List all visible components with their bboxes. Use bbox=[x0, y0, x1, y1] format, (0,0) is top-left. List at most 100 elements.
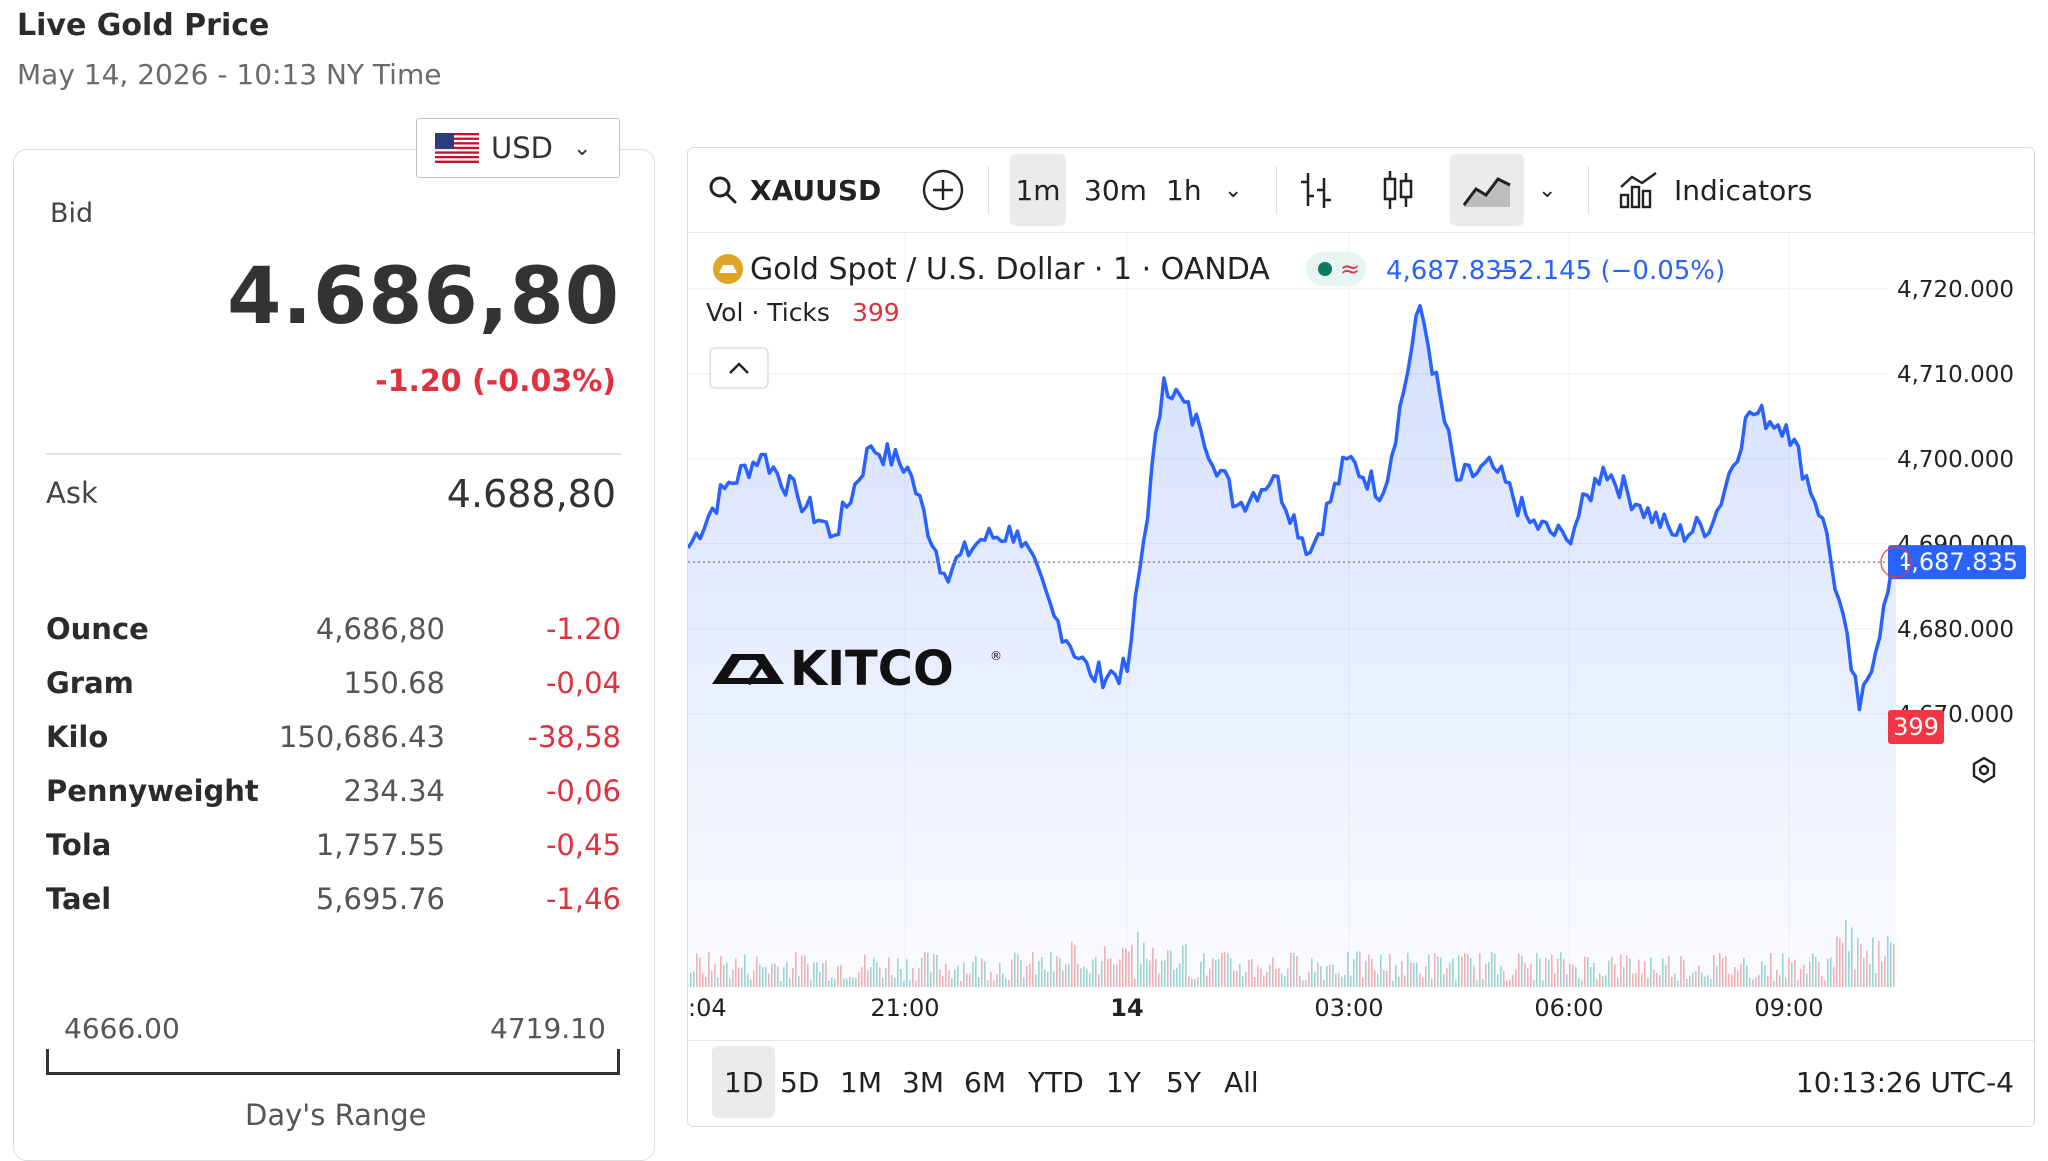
range-1d[interactable]: 1D bbox=[712, 1046, 776, 1118]
area-chart-type-button[interactable] bbox=[1450, 154, 1524, 226]
range-6m[interactable]: 6M bbox=[964, 1065, 1006, 1099]
kitco-logo: KITCO ® bbox=[712, 641, 1002, 697]
instrument-name: Gold Spot / U.S. Dollar · 1 · OANDA bbox=[750, 252, 1270, 287]
time-readout: 10:13:26 UTC-4 bbox=[1795, 1066, 2014, 1099]
chevron-up-icon bbox=[729, 362, 749, 374]
legend-last: 4,687.835 bbox=[1386, 256, 1518, 286]
indicators-icon bbox=[1619, 172, 1657, 209]
bid-label: Bid bbox=[50, 198, 94, 229]
chevron-down-icon: ⌄ bbox=[572, 135, 592, 161]
unit-row: Ounce 4,686,80 -1.20 bbox=[46, 612, 621, 662]
svg-text:®: ® bbox=[990, 649, 1002, 663]
x-tick-label: 06:00 bbox=[1534, 994, 1603, 1022]
price-chart[interactable]: 4,720.0004,710.0004,700.0004,690.0004,68… bbox=[688, 232, 2034, 1038]
interval-dropdown[interactable]: ⌄ bbox=[1224, 148, 1242, 232]
interval-1h[interactable]: 1h bbox=[1166, 173, 1202, 207]
days-range-low: 4666.00 bbox=[64, 1012, 180, 1045]
interval-1m[interactable]: 1m bbox=[1010, 154, 1066, 226]
toolbar-separator bbox=[988, 166, 989, 214]
volume-label: 399 bbox=[1893, 713, 1939, 741]
unit-change: -0,45 bbox=[545, 828, 621, 862]
range-3m[interactable]: 3M bbox=[902, 1065, 944, 1099]
ohlc-bars-icon bbox=[1301, 173, 1331, 208]
symbol-label: XAUUSD bbox=[750, 173, 882, 207]
price-area bbox=[688, 305, 1896, 987]
price-line bbox=[688, 304, 1898, 712]
unit-value: 150.68 bbox=[343, 666, 445, 700]
ask-price: 4.688,80 bbox=[446, 472, 616, 516]
unit-row: Tola 1,757.55 -0,45 bbox=[46, 828, 621, 878]
unit-change: -0,06 bbox=[545, 774, 621, 808]
chart-legend: Gold Spot / U.S. Dollar · 1 · OANDA ≈ 4,… bbox=[706, 252, 1725, 327]
y-tick-label: 4,720.000 bbox=[1897, 277, 2014, 303]
currency-select[interactable]: USD ⌄ bbox=[416, 118, 620, 178]
ask-label: Ask bbox=[46, 476, 98, 510]
unit-name: Ounce bbox=[46, 612, 149, 646]
indicators-button[interactable]: Indicators bbox=[1618, 148, 1812, 232]
axis-settings-button[interactable] bbox=[1972, 756, 1996, 784]
volume-tag: 399 bbox=[1888, 710, 1944, 744]
days-range-label: Day's Range bbox=[245, 1098, 427, 1132]
days-range-bar bbox=[46, 1049, 620, 1075]
area-chart-icon bbox=[1462, 177, 1511, 207]
bid-change: -1.20 (-0.03%) bbox=[375, 364, 616, 399]
indicators-label: Indicators bbox=[1674, 173, 1813, 207]
chevron-down-icon: ⌄ bbox=[1538, 177, 1557, 203]
unit-value: 1,757.55 bbox=[315, 828, 445, 862]
unit-change: -1.20 bbox=[545, 612, 621, 646]
legend-change: −2.145 (−0.05%) bbox=[1496, 256, 1725, 286]
volume-legend-value: 399 bbox=[852, 298, 900, 327]
last-point-marker bbox=[1880, 546, 1912, 578]
page-title: Live Gold Price bbox=[17, 8, 270, 43]
unit-row: Tael 5,695.76 -1,46 bbox=[46, 882, 621, 932]
unit-row: Gram 150.68 -0,04 bbox=[46, 666, 621, 716]
unit-name: Tola bbox=[46, 828, 112, 862]
search-icon bbox=[709, 176, 737, 204]
interval-30m[interactable]: 30m bbox=[1084, 173, 1147, 207]
unit-name: Gram bbox=[46, 666, 134, 700]
x-tick-label: 09:00 bbox=[1754, 994, 1823, 1022]
range-5y[interactable]: 5Y bbox=[1166, 1065, 1201, 1099]
volume-legend-label: Vol · Ticks bbox=[706, 298, 830, 327]
kitco-wordmark: KITCO bbox=[790, 641, 954, 697]
range-bar bbox=[688, 1040, 2034, 1127]
candle-chart-type-button[interactable] bbox=[1380, 148, 1416, 232]
x-tick-label: 21:00 bbox=[870, 994, 939, 1022]
y-tick-label: 4,700.000 bbox=[1897, 447, 2014, 473]
unit-change: -38,58 bbox=[527, 720, 622, 754]
unit-value: 150,686.43 bbox=[278, 720, 445, 754]
toolbar-separator bbox=[1276, 166, 1277, 214]
unit-name: Kilo bbox=[46, 720, 109, 754]
toolbar-separator bbox=[1588, 166, 1589, 214]
last-price-label: 4,687.835 bbox=[1896, 548, 2018, 576]
us-flag-icon bbox=[435, 133, 479, 163]
unit-value: 4,686,80 bbox=[315, 612, 445, 646]
bid-price: 4.686,80 bbox=[227, 252, 620, 342]
approx-icon: ≈ bbox=[1340, 255, 1360, 283]
time-axis[interactable]: :04 21:00 14 03:00 06:00 09:00 bbox=[688, 994, 1824, 1022]
chevron-down-icon: ⌄ bbox=[1224, 177, 1243, 203]
compare-button[interactable] bbox=[922, 148, 964, 232]
range-all[interactable]: All bbox=[1224, 1065, 1259, 1099]
bar-chart-type-button[interactable] bbox=[1298, 148, 1334, 232]
range-ytd[interactable]: YTD bbox=[1028, 1065, 1084, 1099]
y-tick-label: 4,710.000 bbox=[1897, 362, 2014, 388]
chart-type-dropdown[interactable]: ⌄ bbox=[1538, 148, 1556, 232]
price-axis[interactable]: 4,720.0004,710.0004,700.0004,690.0004,68… bbox=[1897, 277, 2014, 728]
unit-row: Pennyweight 234.34 -0,06 bbox=[46, 774, 621, 824]
symbol-search[interactable]: XAUUSD bbox=[708, 148, 881, 232]
unit-change: -0,04 bbox=[545, 666, 621, 700]
range-1y[interactable]: 1Y bbox=[1106, 1065, 1141, 1099]
x-tick-label: :04 bbox=[688, 994, 727, 1022]
range-1m[interactable]: 1M bbox=[840, 1065, 882, 1099]
last-price-tag: 4,687.835 bbox=[1888, 545, 2026, 580]
gold-bar-glyph bbox=[719, 265, 737, 273]
price-timestamp: May 14, 2026 - 10:13 NY Time bbox=[17, 58, 442, 91]
chart-toolbar: XAUUSD 1m 30m 1h ⌄ bbox=[688, 148, 2034, 233]
unit-value: 234.34 bbox=[343, 774, 445, 808]
unit-name: Pennyweight bbox=[46, 774, 259, 808]
collapse-legend-button[interactable] bbox=[709, 347, 769, 389]
unit-change: -1,46 bbox=[545, 882, 621, 916]
range-5d[interactable]: 5D bbox=[780, 1065, 820, 1099]
market-status-badge bbox=[1306, 252, 1366, 286]
